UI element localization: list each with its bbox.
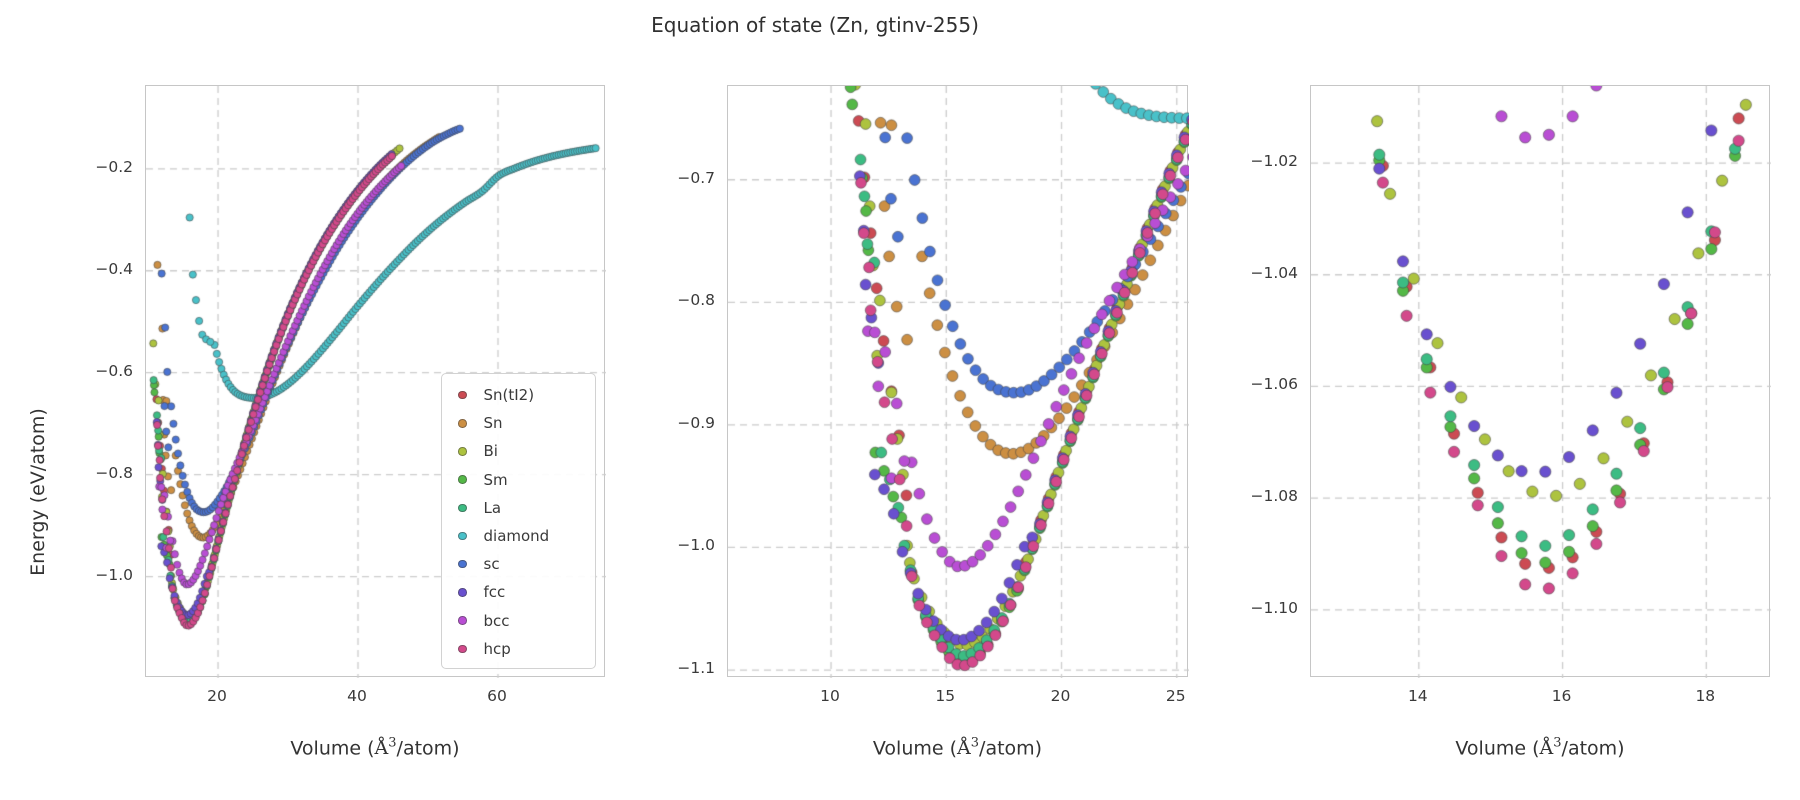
y-tick-label: −1.10	[1250, 598, 1299, 617]
y-tick-label: −1.02	[1250, 152, 1299, 171]
y-tick-label: −0.4	[95, 259, 133, 278]
y-tick-label: −1.08	[1250, 487, 1299, 506]
plot-canvas-zoom-ground-state	[1311, 86, 1771, 678]
x-tick-label: 10	[820, 687, 840, 705]
legend-marker-icon	[458, 447, 467, 456]
x-tick-label: 15	[935, 687, 956, 705]
legend-item-sm: Sm	[442, 466, 595, 494]
legend-marker-icon	[458, 644, 467, 654]
legend-item-label: Bi	[483, 442, 498, 461]
figure-title: Equation of state (Zn, gtinv-255)	[651, 13, 979, 37]
x-tick-label: 16	[1551, 687, 1572, 705]
legend-item-label: sc	[483, 555, 500, 574]
plot-canvas-zoom-minima	[728, 86, 1189, 678]
legend-marker-icon	[458, 475, 467, 484]
x-tick-label: 60	[487, 687, 507, 705]
x-axis-label: Volume (Å3/atom)	[1455, 736, 1625, 760]
legend-item-fcc: fcc	[442, 578, 595, 606]
x-tick-label: 14	[1407, 687, 1428, 705]
legend-item-la: La	[442, 494, 595, 522]
y-tick-label: −0.6	[95, 361, 133, 380]
subplot-zoom-minima	[727, 85, 1189, 678]
legend-marker-icon	[458, 531, 467, 541]
x-tick-label: 20	[1050, 687, 1071, 705]
y-tick-label: −1.0	[95, 565, 133, 584]
legend-item-sn: Sn	[442, 409, 595, 437]
x-tick-label: 25	[1165, 687, 1186, 705]
legend-item-label: Sm	[483, 470, 508, 489]
y-tick-label: −0.8	[677, 291, 715, 310]
y-tick-label: −0.7	[677, 168, 715, 187]
legend-item-sn-ti2-: Sn(tI2)	[442, 381, 595, 409]
x-tick-label: 40	[347, 687, 367, 705]
y-tick-label: −1.06	[1250, 375, 1299, 394]
legend-marker-icon	[458, 419, 467, 428]
legend-marker-icon	[458, 390, 467, 400]
x-tick-label: 18	[1695, 687, 1716, 705]
y-axis-label: Energy (eV/atom)	[27, 408, 49, 576]
legend-item-bi: Bi	[442, 437, 595, 465]
legend-item-label: Sn	[483, 414, 503, 433]
legend-item-hcp: hcp	[442, 635, 595, 663]
legend-item-sc: sc	[442, 550, 595, 578]
legend-item-bcc: bcc	[442, 607, 595, 635]
legend-item-diamond: diamond	[442, 522, 595, 550]
y-tick-label: −0.9	[677, 413, 715, 432]
y-tick-label: −0.8	[95, 463, 133, 482]
legend-item-label: Sn(tI2)	[483, 386, 535, 405]
y-tick-label: −0.2	[95, 157, 133, 176]
legend-marker-icon	[458, 588, 467, 597]
subplot-zoom-ground-state	[1310, 85, 1771, 678]
legend-marker-icon	[458, 616, 467, 625]
y-tick-label: −1.0	[677, 536, 715, 555]
legend: Sn(tI2) Sn Bi Sm La diamond sc fcc bcc hcp	[441, 373, 596, 669]
legend-item-label: hcp	[483, 639, 511, 658]
x-axis-label: Volume (Å3/atom)	[290, 736, 460, 760]
legend-item-label: La	[483, 498, 502, 517]
y-tick-label: −1.1	[677, 659, 715, 678]
x-tick-label: 20	[207, 687, 227, 705]
legend-marker-icon	[458, 503, 467, 513]
legend-marker-icon	[458, 559, 467, 569]
legend-item-label: bcc	[483, 611, 510, 630]
legend-item-label: diamond	[483, 527, 550, 546]
x-axis-label: Volume (Å3/atom)	[872, 736, 1043, 760]
y-tick-label: −1.04	[1250, 263, 1299, 282]
legend-item-label: fcc	[483, 583, 506, 602]
